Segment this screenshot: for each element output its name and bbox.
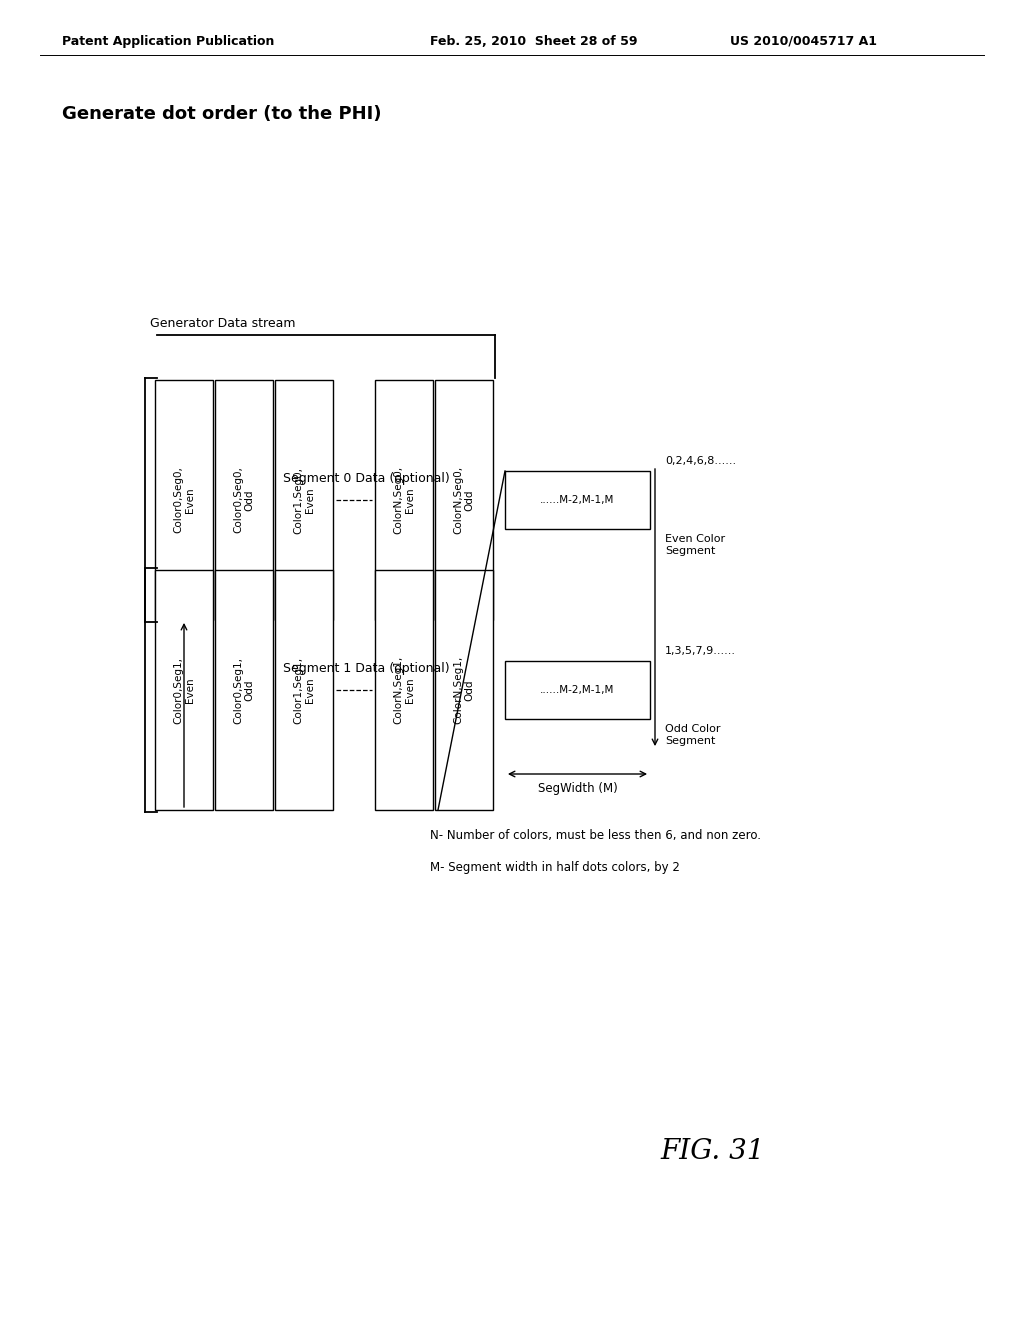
Text: 0,2,4,6,8......: 0,2,4,6,8...... bbox=[665, 455, 736, 466]
Bar bbox=[155, 380, 213, 620]
Text: ColorN,Seg0,
Odd: ColorN,Seg0, Odd bbox=[454, 466, 475, 535]
Text: Odd Color
Segment: Odd Color Segment bbox=[665, 723, 721, 746]
Text: Color0,Seg1,
Odd: Color0,Seg1, Odd bbox=[233, 656, 255, 723]
Text: 1,3,5,7,9......: 1,3,5,7,9...... bbox=[665, 645, 736, 656]
Bar bbox=[155, 570, 213, 810]
Text: Segment 0 Data (optional): Segment 0 Data (optional) bbox=[283, 473, 450, 484]
Text: Color0,Seg1,
Even: Color0,Seg1, Even bbox=[173, 656, 195, 723]
Text: SegWidth (M): SegWidth (M) bbox=[538, 781, 617, 795]
Bar bbox=[435, 570, 493, 810]
Text: ......M-2,M-1,M: ......M-2,M-1,M bbox=[541, 685, 614, 696]
Text: Patent Application Publication: Patent Application Publication bbox=[62, 36, 274, 48]
Bar bbox=[375, 380, 433, 620]
Bar bbox=[505, 471, 650, 529]
Bar bbox=[435, 380, 493, 620]
Text: ColorN,Seg1,
Odd: ColorN,Seg1, Odd bbox=[454, 656, 475, 725]
Text: FIG. 31: FIG. 31 bbox=[660, 1138, 764, 1166]
Text: N- Number of colors, must be less then 6, and non zero.: N- Number of colors, must be less then 6… bbox=[430, 829, 761, 842]
Text: Segment 1 Data (optional): Segment 1 Data (optional) bbox=[283, 663, 450, 675]
Bar bbox=[275, 570, 333, 810]
Text: Even Color
Segment: Even Color Segment bbox=[665, 535, 725, 556]
Bar bbox=[375, 570, 433, 810]
Text: M- Segment width in half dots colors, by 2: M- Segment width in half dots colors, by… bbox=[430, 861, 680, 874]
Text: Color1,Seg1,
Even: Color1,Seg1, Even bbox=[293, 656, 314, 723]
Bar bbox=[215, 570, 273, 810]
Bar bbox=[505, 661, 650, 719]
Bar bbox=[215, 380, 273, 620]
Text: Generator Data stream: Generator Data stream bbox=[150, 317, 296, 330]
Text: Color0,Seg0,
Odd: Color0,Seg0, Odd bbox=[233, 466, 255, 533]
Text: Feb. 25, 2010  Sheet 28 of 59: Feb. 25, 2010 Sheet 28 of 59 bbox=[430, 36, 638, 48]
Text: Color1,Seg0,
Even: Color1,Seg0, Even bbox=[293, 466, 314, 533]
Text: US 2010/0045717 A1: US 2010/0045717 A1 bbox=[730, 36, 877, 48]
Text: ColorN,Seg1,
Even: ColorN,Seg1, Even bbox=[393, 656, 415, 725]
Text: ......M-2,M-1,M: ......M-2,M-1,M bbox=[541, 495, 614, 506]
Text: ColorN,Seg0,
Even: ColorN,Seg0, Even bbox=[393, 466, 415, 535]
Bar bbox=[275, 380, 333, 620]
Text: Color0,Seg0,
Even: Color0,Seg0, Even bbox=[173, 466, 195, 533]
Text: Generate dot order (to the PHI): Generate dot order (to the PHI) bbox=[62, 106, 382, 123]
